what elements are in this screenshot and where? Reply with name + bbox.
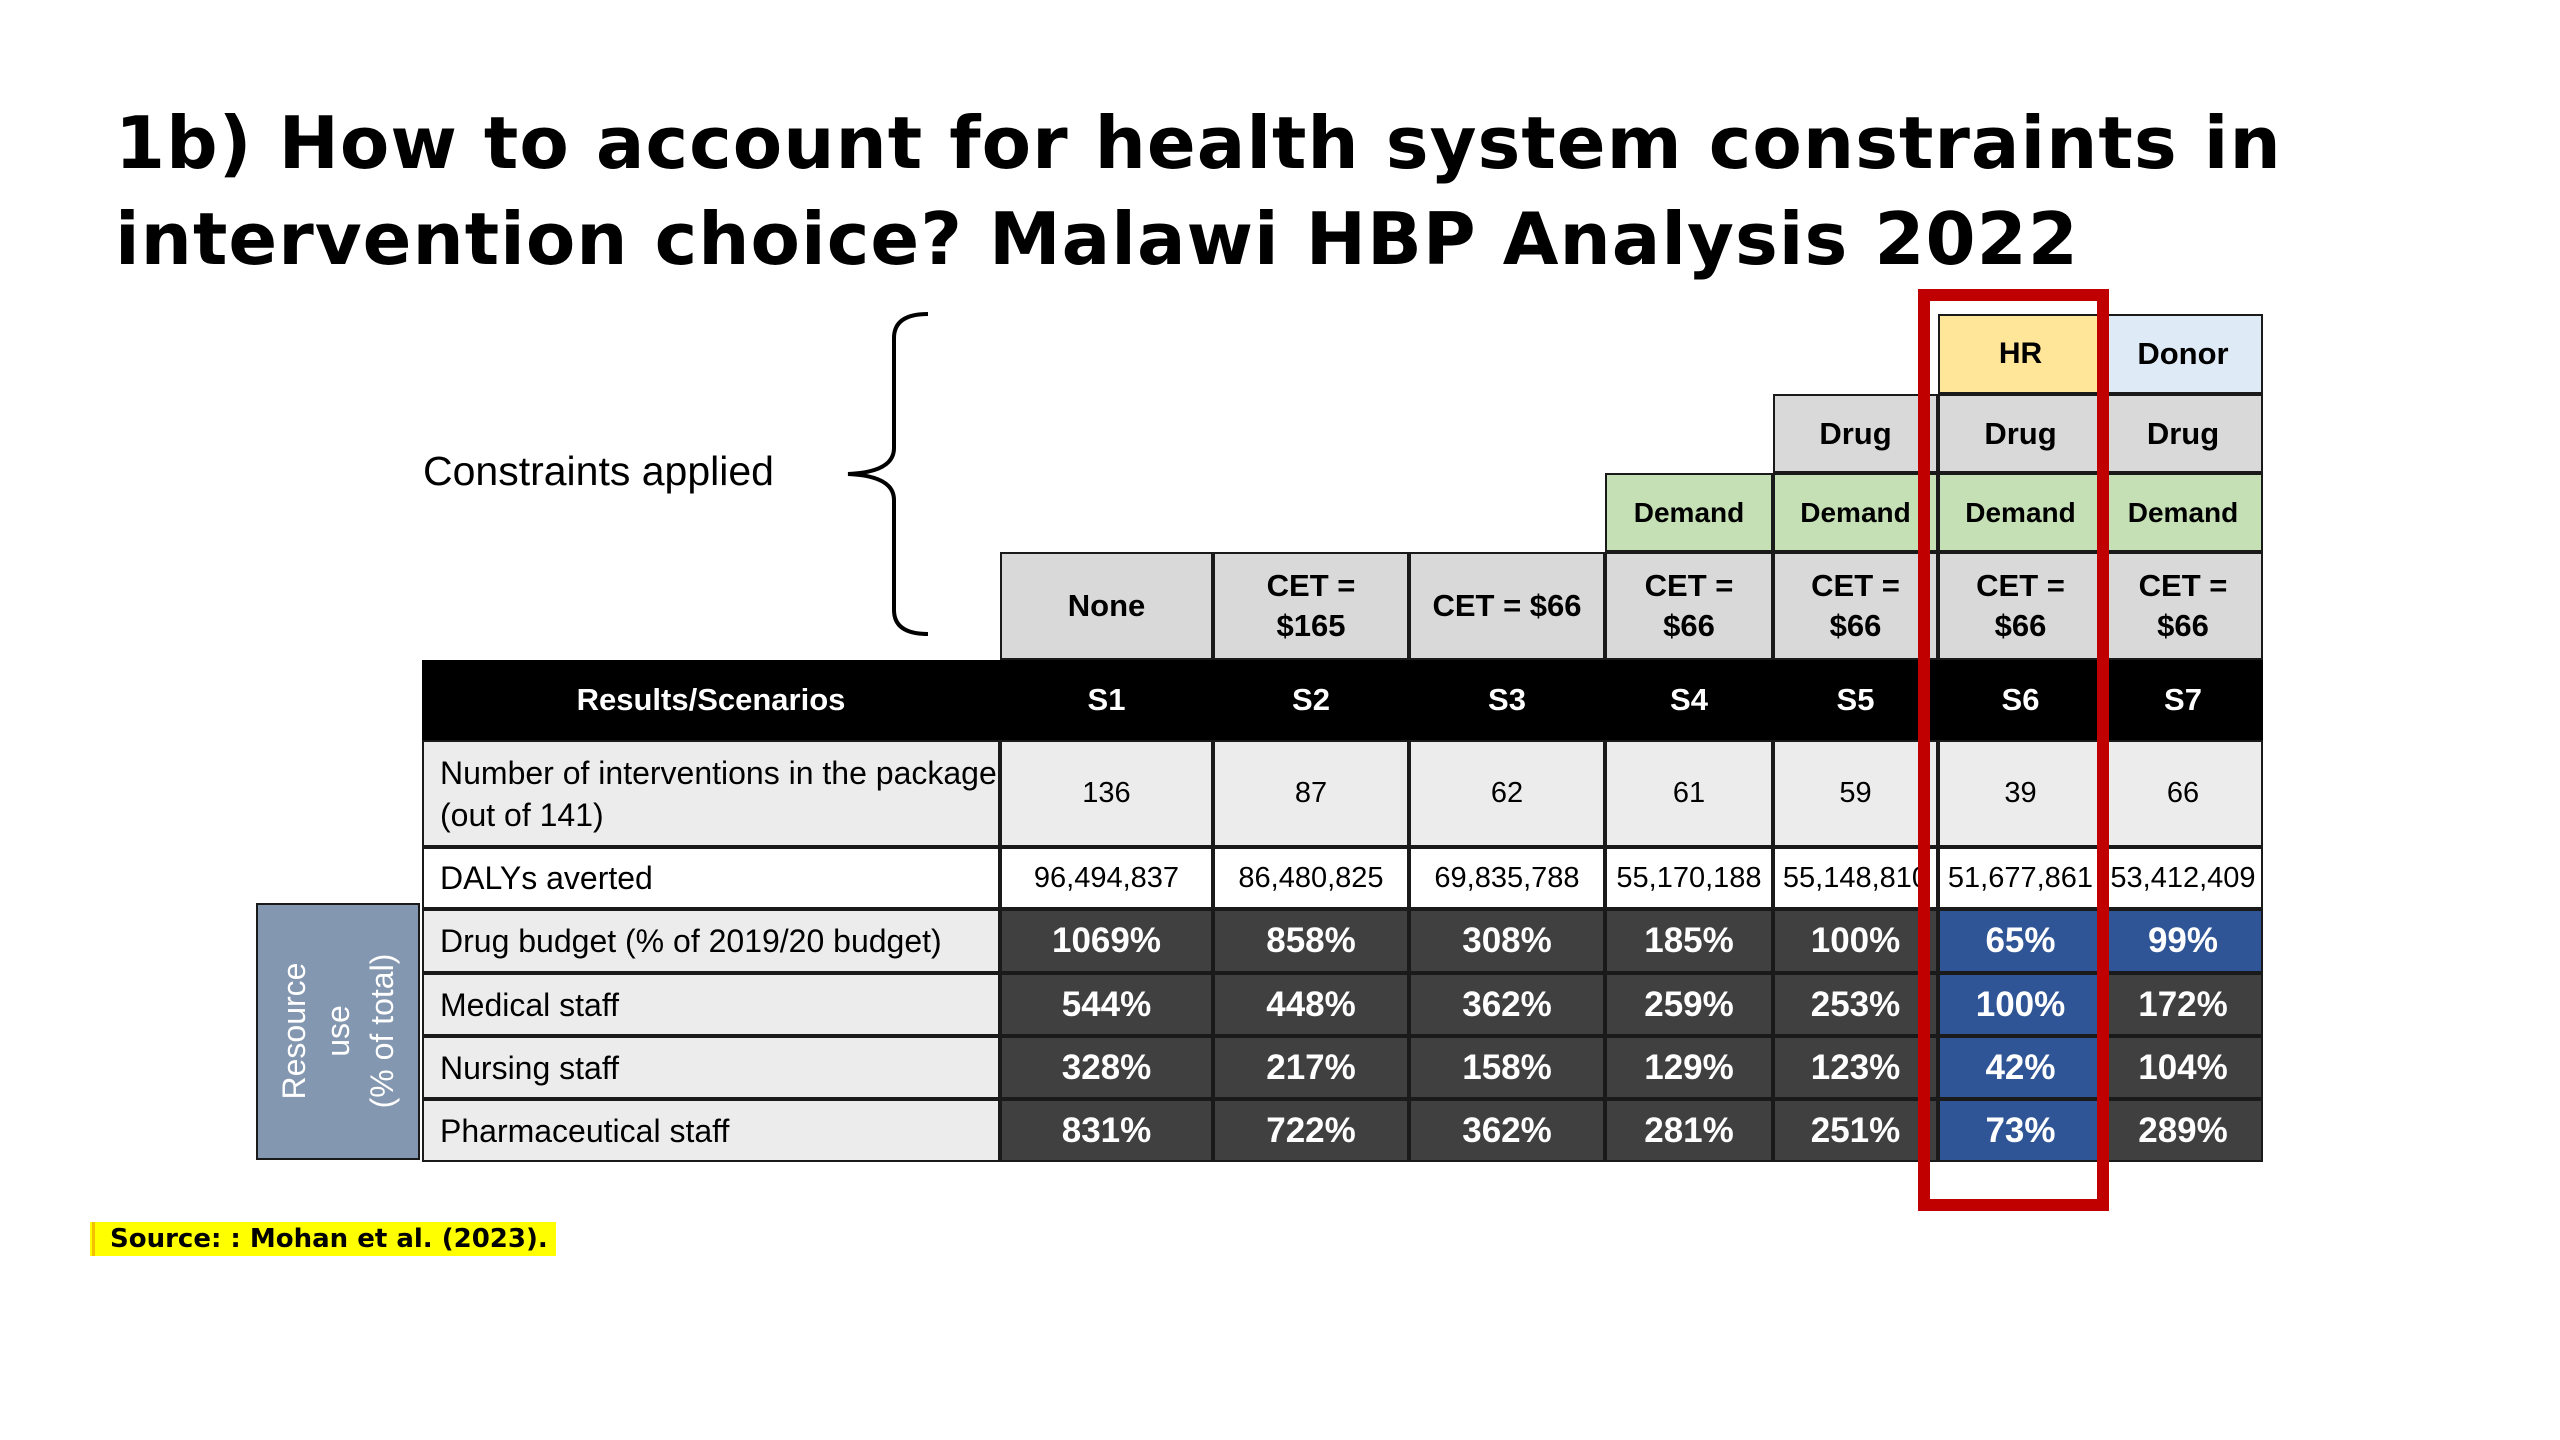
pharma-staff-s7: 289% [2103, 1099, 2263, 1162]
constraint-demand-s5: Demand [1773, 473, 1938, 552]
scenario-header-s1: S1 [1000, 660, 1213, 740]
scenario-header-s6: S6 [1938, 660, 2103, 740]
interventions-s1: 136 [1000, 740, 1213, 847]
medical-staff-s5: 253% [1773, 973, 1938, 1036]
slide-title: 1b) How to account for health system con… [115, 95, 2465, 287]
interventions-s3: 62 [1409, 740, 1605, 847]
nursing-staff-s7: 104% [2103, 1036, 2263, 1099]
constraint-demand-s4: Demand [1605, 473, 1773, 552]
row-label-pharma-staff: Pharmaceutical staff [422, 1099, 1000, 1162]
drug-budget-s4: 185% [1605, 909, 1773, 973]
drug-budget-s7: 99% [2103, 909, 2263, 973]
nursing-staff-s4: 129% [1605, 1036, 1773, 1099]
pharma-staff-s4: 281% [1605, 1099, 1773, 1162]
cet-header-s1: None [1000, 552, 1213, 660]
row-label-nursing-staff: Nursing staff [422, 1036, 1000, 1099]
cet-header-s2: CET = $165 [1213, 552, 1409, 660]
pharma-staff-s5: 251% [1773, 1099, 1938, 1162]
constraint-drug-s5: Drug [1773, 394, 1938, 473]
nursing-staff-s2: 217% [1213, 1036, 1409, 1099]
dalys-s5: 55,148,810 [1773, 847, 1938, 909]
drug-budget-s3: 308% [1409, 909, 1605, 973]
drug-budget-s6: 65% [1938, 909, 2103, 973]
scenario-header-s3: S3 [1409, 660, 1605, 740]
nursing-staff-s3: 158% [1409, 1036, 1605, 1099]
cet-header-s4: CET = $66 [1605, 552, 1773, 660]
nursing-staff-s1: 328% [1000, 1036, 1213, 1099]
drug-budget-s1: 1069% [1000, 909, 1213, 973]
constraint-drug-s7: Drug [2103, 394, 2263, 473]
curly-brace-icon [847, 312, 929, 636]
dalys-s1: 96,494,837 [1000, 847, 1213, 909]
s6-highlight-frame [1918, 289, 2109, 1211]
medical-staff-s4: 259% [1605, 973, 1773, 1036]
cet-header-s6: CET = $66 [1938, 552, 2103, 660]
row-label-medical-staff: Medical staff [422, 973, 1000, 1036]
medical-staff-s3: 362% [1409, 973, 1605, 1036]
row-label-interventions: Number of interventions in the package (… [422, 740, 1000, 847]
title-line-1: 1b) How to account for health system con… [115, 101, 2282, 185]
scenario-header-s7: S7 [2103, 660, 2263, 740]
medical-staff-s1: 544% [1000, 973, 1213, 1036]
constraints-applied-label: Constraints applied [423, 448, 774, 494]
constraint-demand-s6: Demand [1938, 473, 2103, 552]
constraint-hr-s6: HR [1938, 314, 2103, 394]
drug-budget-s2: 858% [1213, 909, 1409, 973]
results-scenarios-header: Results/Scenarios [422, 660, 1000, 740]
interventions-s5: 59 [1773, 740, 1938, 847]
dalys-s4: 55,170,188 [1605, 847, 1773, 909]
pharma-staff-s1: 831% [1000, 1099, 1213, 1162]
medical-staff-s2: 448% [1213, 973, 1409, 1036]
scenario-header-s4: S4 [1605, 660, 1773, 740]
dalys-s2: 86,480,825 [1213, 847, 1409, 909]
resource-use-label: Resource use (% of total) [276, 953, 400, 1109]
constraint-drug-s6: Drug [1938, 394, 2103, 473]
medical-staff-s7: 172% [2103, 973, 2263, 1036]
cet-header-s3: CET = $66 [1409, 552, 1605, 660]
cet-header-s7: CET = $66 [2103, 552, 2263, 660]
resource-use-box [256, 903, 420, 1160]
interventions-s7: 66 [2103, 740, 2263, 847]
interventions-s2: 87 [1213, 740, 1409, 847]
source-citation: Source: : Mohan et al. (2023). [90, 1222, 556, 1256]
constraint-donor-s7: Donor [2103, 314, 2263, 394]
cet-header-s5: CET = $66 [1773, 552, 1938, 660]
interventions-s4: 61 [1605, 740, 1773, 847]
nursing-staff-s5: 123% [1773, 1036, 1938, 1099]
interventions-s6: 39 [1938, 740, 2103, 847]
row-label-dalys: DALYs averted [422, 847, 1000, 909]
constraint-demand-s7: Demand [2103, 473, 2263, 552]
scenario-header-s5: S5 [1773, 660, 1938, 740]
dalys-s3: 69,835,788 [1409, 847, 1605, 909]
medical-staff-s6: 100% [1938, 973, 2103, 1036]
scenario-header-s2: S2 [1213, 660, 1409, 740]
row-label-drug-budget: Drug budget (% of 2019/20 budget) [422, 909, 1000, 973]
title-line-2: intervention choice? Malawi HBP Analysis… [115, 197, 2079, 281]
drug-budget-s5: 100% [1773, 909, 1938, 973]
pharma-staff-s3: 362% [1409, 1099, 1605, 1162]
pharma-staff-s2: 722% [1213, 1099, 1409, 1162]
dalys-s7: 53,412,409 [2103, 847, 2263, 909]
